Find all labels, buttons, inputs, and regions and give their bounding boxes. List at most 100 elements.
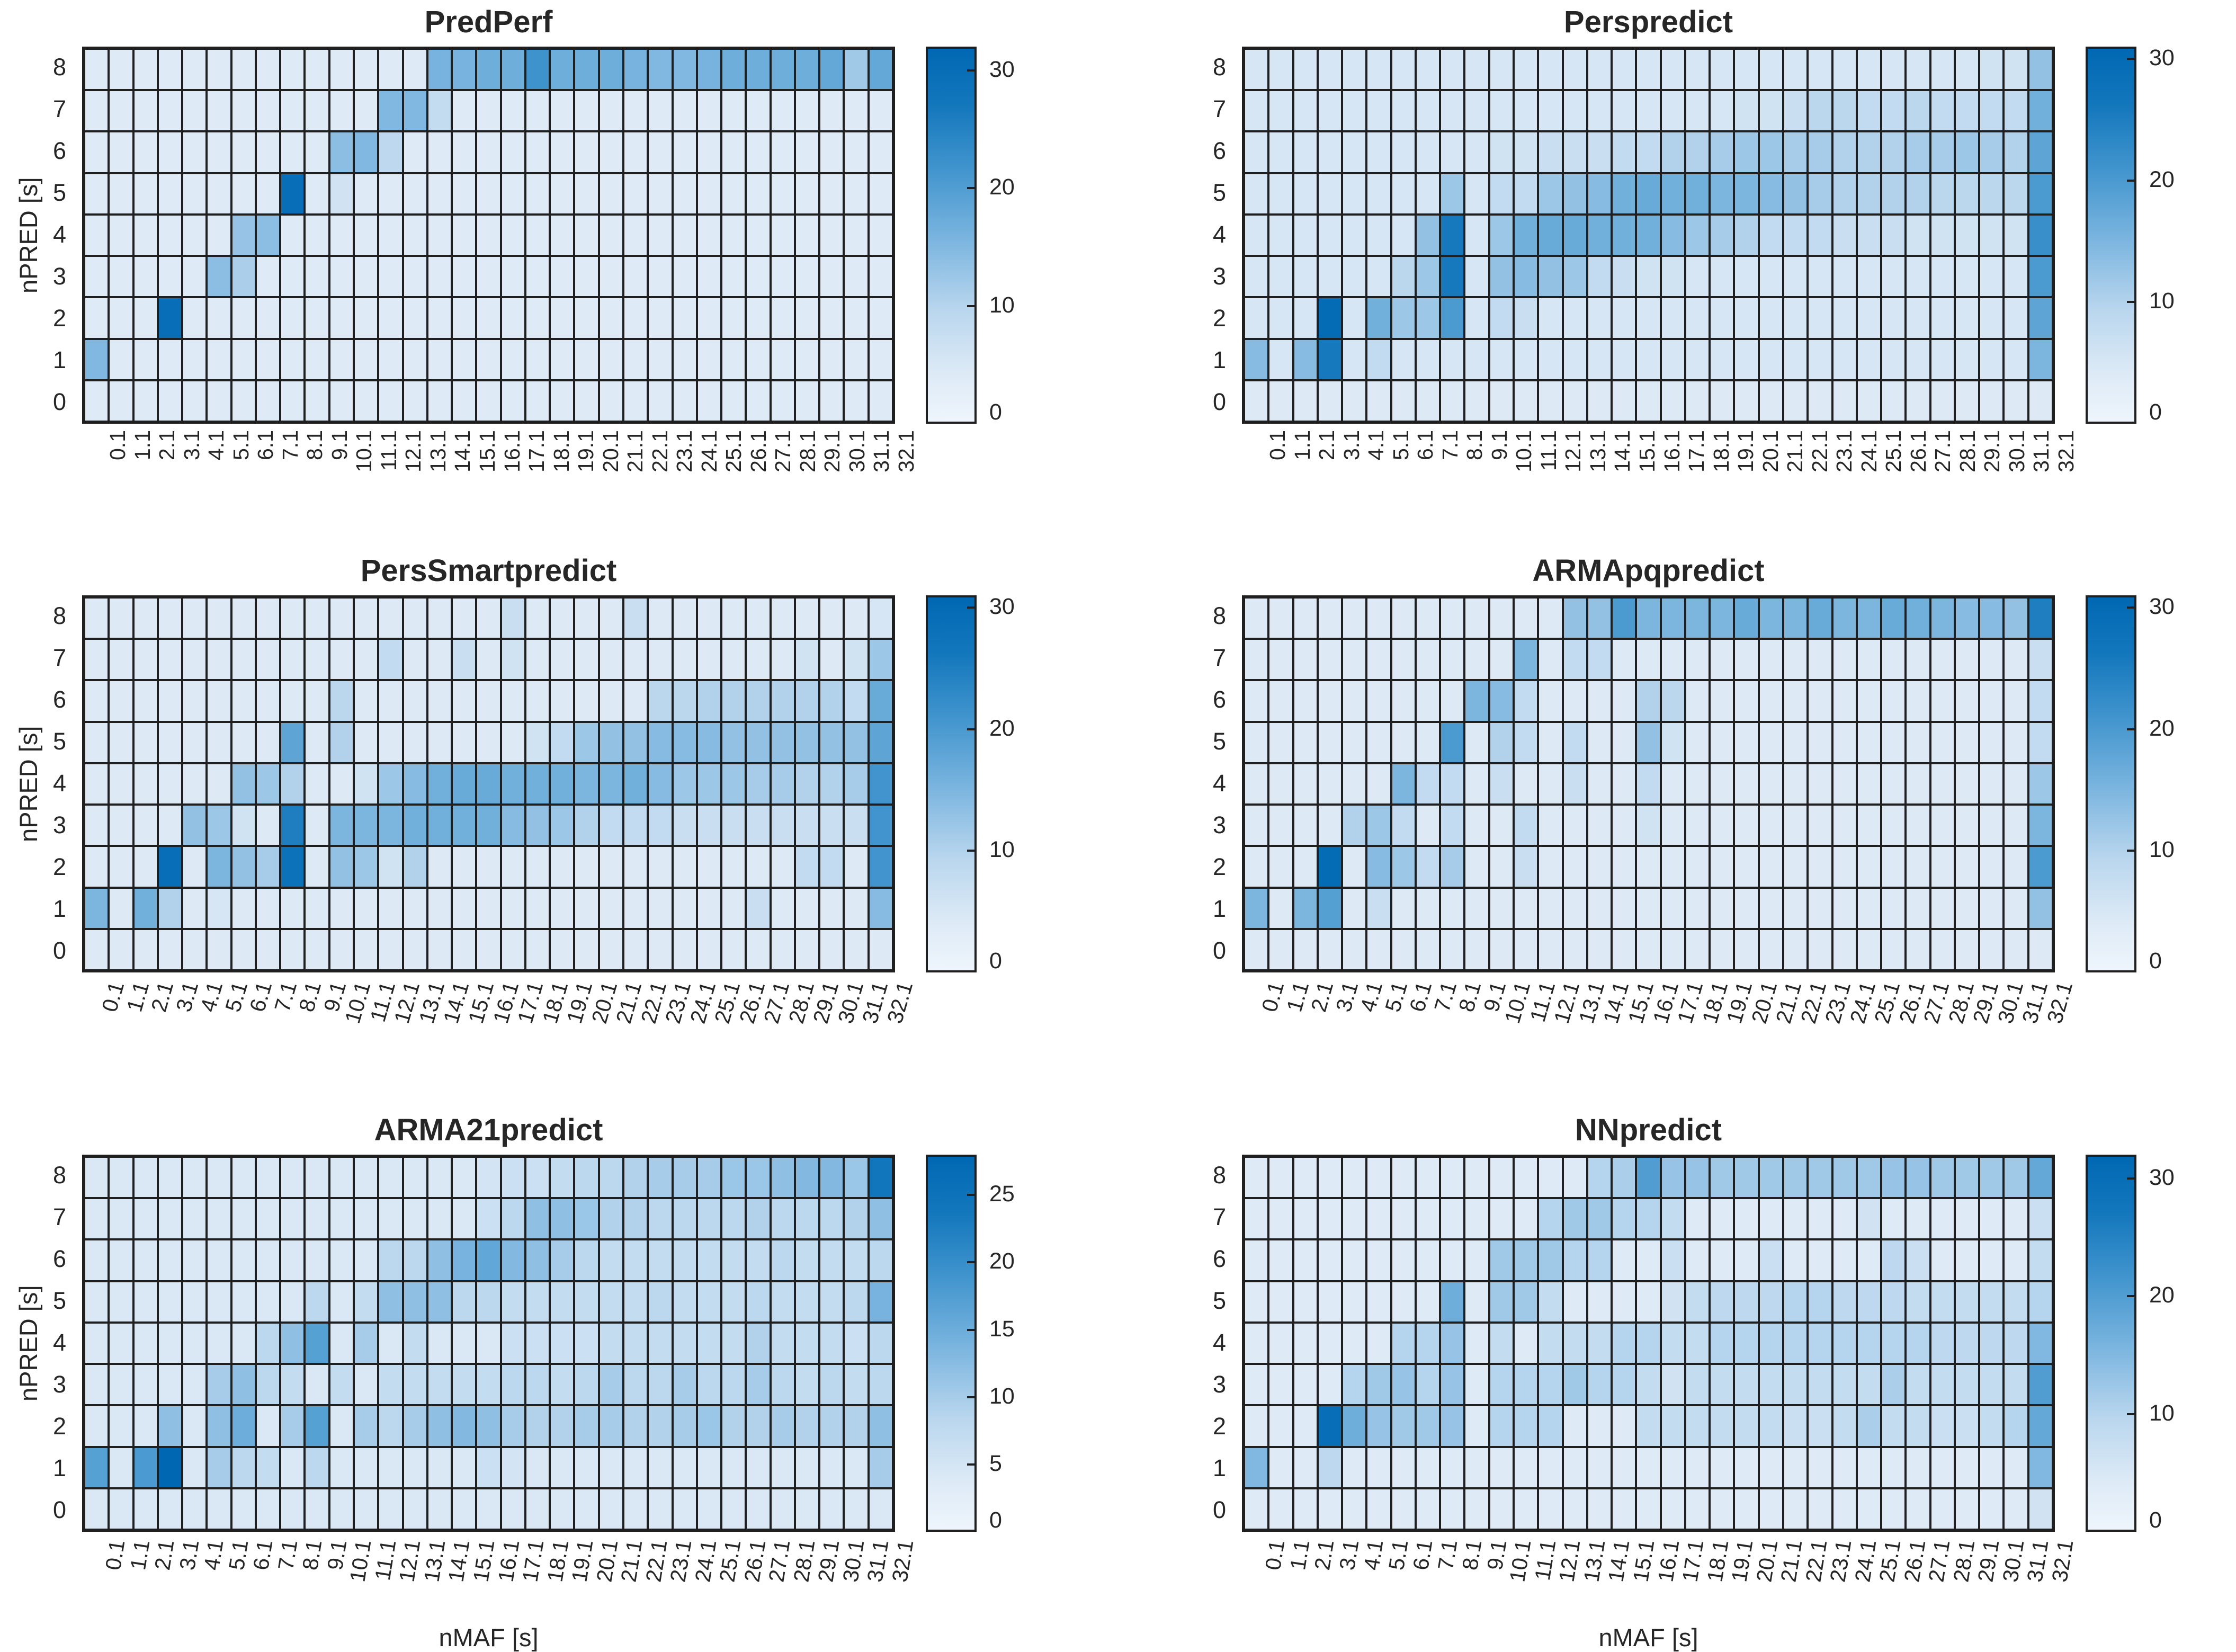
heatmap-cell: [696, 214, 722, 256]
heatmap-cell: [1930, 1488, 1955, 1530]
heatmap-cell: [1514, 1405, 1539, 1447]
subplot-predperf: PredPerf nPRED [s] 8 7 6 5 4 3 2 1 0 0.1 1.1 2.1 3.1…: [0, 0, 1118, 547]
heatmap-cell: [255, 597, 281, 639]
heatmap-cell: [1685, 1239, 1710, 1281]
heatmap-cell: [305, 1198, 329, 1240]
heatmap-cell: [623, 639, 648, 681]
heatmap-cell: [354, 721, 379, 763]
heatmap-cell: [648, 1446, 673, 1488]
heatmap-cell: [354, 380, 379, 422]
heatmap-cell: [1734, 1364, 1759, 1406]
heatmap-cell: [598, 214, 623, 256]
heatmap-cell: [1906, 49, 1930, 91]
heatmap-cell: [1856, 90, 1882, 132]
heatmap-cell: [427, 680, 452, 722]
heatmap-cell: [280, 763, 305, 805]
heatmap-cell: [721, 256, 746, 298]
heatmap-cell: [1293, 297, 1318, 339]
heatmap-cell: [598, 90, 623, 132]
heatmap-cell: [1366, 597, 1391, 639]
heatmap-cell: [1415, 131, 1441, 173]
heatmap-cell: [500, 1364, 525, 1406]
heatmap-cell: [1783, 846, 1808, 888]
heatmap-cell: [574, 805, 599, 846]
heatmap-cell: [157, 90, 183, 132]
heatmap-cell: [1391, 90, 1416, 132]
heatmap-cell: [1612, 597, 1636, 639]
heatmap-cell: [84, 214, 109, 256]
heatmap-cell: [721, 1157, 746, 1199]
heatmap-cell: [746, 928, 771, 970]
heatmap-cell: [525, 1405, 550, 1447]
heatmap-cell: [696, 846, 722, 888]
heatmap-cell: [109, 256, 133, 298]
heatmap-cell: [1268, 1364, 1293, 1406]
heatmap-cell: [329, 338, 354, 380]
heatmap-cell: [2004, 1239, 2028, 1281]
heatmap-cell: [133, 721, 158, 763]
heatmap-cell: [1587, 1405, 1612, 1447]
heatmap-cell: [868, 763, 893, 805]
heatmap-cell: [1391, 1322, 1416, 1364]
heatmap-cell: [746, 1446, 771, 1488]
colorbar-tick-label: 15: [989, 1316, 1015, 1342]
heatmap-cell: [2028, 1446, 2053, 1488]
heatmap-cell: [770, 1198, 795, 1240]
colorbar: [2086, 595, 2136, 972]
heatmap-cell: [1514, 214, 1539, 256]
heatmap-cell: [648, 49, 673, 91]
heatmap-cell: [403, 1405, 427, 1447]
heatmap-cell: [1391, 721, 1416, 763]
heatmap-cell: [1391, 49, 1416, 91]
heatmap-cell: [1930, 846, 1955, 888]
heatmap-cell: [2028, 805, 2053, 846]
heatmap-cell: [1562, 49, 1587, 91]
heatmap-cell: [1930, 639, 1955, 681]
heatmap-cell: [1832, 1239, 1857, 1281]
heatmap-cell: [1930, 338, 1955, 380]
heatmap-cell: [1660, 721, 1685, 763]
heatmap-cell: [1587, 338, 1612, 380]
heatmap-cell: [721, 173, 746, 215]
heatmap-cell: [819, 763, 844, 805]
heatmap-cell: [1366, 380, 1391, 422]
heatmap-cell: [1954, 1405, 1980, 1447]
heatmap-cell: [207, 1198, 231, 1240]
heatmap-cell: [1636, 214, 1661, 256]
heatmap-cell: [1342, 131, 1367, 173]
heatmap-cell: [1440, 1157, 1465, 1199]
heatmap-cell: [354, 338, 379, 380]
heatmap-cell: [378, 680, 403, 722]
heatmap-cell: [1832, 763, 1857, 805]
heatmap-cell: [1758, 1364, 1783, 1406]
heatmap-cell: [1464, 1157, 1489, 1199]
heatmap-cell: [1293, 1239, 1318, 1281]
heatmap-cell: [770, 297, 795, 339]
heatmap-cell: [696, 90, 722, 132]
heatmap-cell: [1342, 338, 1367, 380]
heatmap-cell: [1342, 639, 1367, 681]
heatmap-cell: [207, 49, 231, 91]
heatmap-cell: [770, 49, 795, 91]
heatmap-cell: [452, 1488, 477, 1530]
heatmap-cell: [1612, 214, 1636, 256]
heatmap-cell: [500, 1281, 525, 1323]
heatmap-cell: [1464, 597, 1489, 639]
heatmap-cell: [2004, 173, 2028, 215]
heatmap-cell: [525, 846, 550, 888]
heatmap-cell: [623, 1198, 648, 1240]
heatmap-cell: [770, 380, 795, 422]
heatmap-cell: [1808, 1198, 1832, 1240]
heatmap-cell: [819, 49, 844, 91]
heatmap-cell: [1710, 763, 1734, 805]
y-tick-label: 2: [52, 305, 66, 332]
heatmap-cell: [1758, 1239, 1783, 1281]
heatmap-cell: [255, 805, 281, 846]
heatmap-cell: [1881, 1488, 1906, 1530]
heatmap-cell: [1415, 1281, 1441, 1323]
heatmap-cell: [1979, 1198, 2004, 1240]
heatmap-cell: [844, 1405, 869, 1447]
heatmap-cell: [500, 887, 525, 929]
heatmap-cell: [1268, 763, 1293, 805]
heatmap-cell: [1856, 639, 1882, 681]
